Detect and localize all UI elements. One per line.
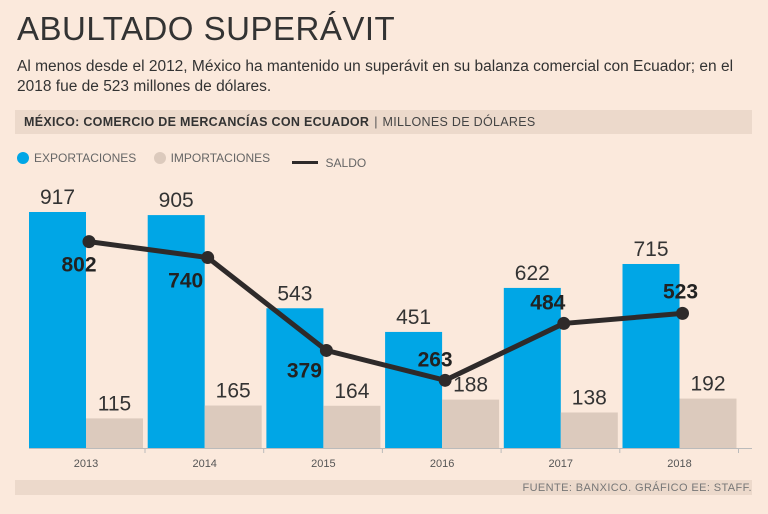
export-value-label: 451 <box>396 306 431 329</box>
import-bar <box>323 405 381 448</box>
footer-bar <box>15 480 752 495</box>
export-bar <box>622 263 680 448</box>
legend-item-balance: SALDO <box>288 155 367 170</box>
export-value-label: 715 <box>633 238 668 261</box>
import-bar <box>679 398 737 448</box>
export-bar <box>29 212 86 448</box>
x-tick-label: 2016 <box>430 458 454 470</box>
chart-header-label: MÉXICO: COMERCIO DE MERCANCÍAS CON ECUAD… <box>24 115 370 129</box>
export-value-label: 917 <box>40 186 75 209</box>
import-value-label: 192 <box>690 373 725 396</box>
import-bar <box>442 399 500 448</box>
chart-header-bar: MÉXICO: COMERCIO DE MERCANCÍAS CON ECUAD… <box>15 110 752 134</box>
legend-swatch-imports <box>153 152 166 164</box>
export-bar <box>266 308 324 448</box>
x-tick-label: 2013 <box>74 458 98 470</box>
header-separator: | <box>374 115 378 129</box>
import-bar <box>86 418 143 448</box>
chart-title: ABULTADO SUPERÁVIT <box>17 10 396 47</box>
legend-swatch-exports <box>17 152 29 164</box>
legend-label-exports: EXPORTACIONES <box>34 151 137 165</box>
balance-point <box>557 316 571 330</box>
import-value-label: 138 <box>572 386 607 409</box>
export-bar <box>385 331 443 448</box>
import-value-label: 115 <box>98 392 131 415</box>
balance-point <box>82 235 96 249</box>
x-tick-label: 2018 <box>667 458 691 470</box>
legend-label-imports: IMPORTACIONES <box>170 151 271 165</box>
balance-value-label: 802 <box>61 254 96 277</box>
balance-value-label: 379 <box>287 359 322 382</box>
legend-label-balance: SALDO <box>325 155 367 170</box>
import-value-label: 188 <box>453 374 488 397</box>
export-value-label: 622 <box>515 262 550 285</box>
legend-item-exports: EXPORTACIONES <box>17 151 136 165</box>
x-tick-label: 2017 <box>549 458 573 470</box>
source-note: FUENTE: BANXICO. GRÁFICO EE: STAFF. <box>522 482 752 494</box>
chart-units-label: MILLONES DE DÓLARES <box>382 115 536 129</box>
balance-point <box>201 251 215 265</box>
export-bar <box>503 287 561 448</box>
export-value-label: 543 <box>277 282 312 305</box>
export-value-label: 905 <box>159 189 194 212</box>
import-value-label: 164 <box>334 380 369 403</box>
import-bar <box>560 412 618 448</box>
chart-subtitle: Al menos desde el 2012, México ha manten… <box>17 58 734 95</box>
import-value-label: 165 <box>216 380 251 403</box>
import-bar <box>204 405 262 448</box>
balance-value-label: 740 <box>168 270 203 293</box>
balance-line <box>88 239 683 383</box>
legend-swatch-balance <box>291 161 318 164</box>
balance-value-label: 263 <box>418 348 453 371</box>
legend: EXPORTACIONES IMPORTACIONES SALDO <box>17 151 380 170</box>
x-tick-label: 2014 <box>192 458 216 470</box>
balance-point <box>319 343 333 357</box>
balance-value-label: 523 <box>663 280 698 303</box>
balance-point <box>438 373 452 387</box>
legend-item-imports: IMPORTACIONES <box>153 151 271 165</box>
x-tick-label: 2015 <box>311 458 335 470</box>
balance-value-label: 484 <box>530 291 565 314</box>
balance-point <box>676 306 689 320</box>
